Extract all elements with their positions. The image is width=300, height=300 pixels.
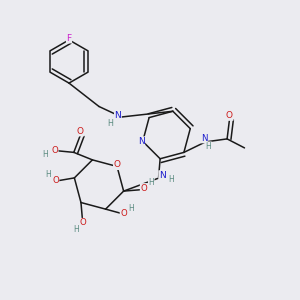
Text: O: O (120, 209, 127, 218)
Text: N: N (115, 111, 121, 120)
Text: N: N (201, 134, 207, 143)
Text: H: H (45, 170, 51, 179)
Text: H: H (107, 119, 113, 128)
Text: O: O (52, 176, 59, 185)
Text: H: H (43, 150, 49, 159)
Text: O: O (51, 146, 58, 155)
Text: N: N (159, 171, 166, 180)
Text: O: O (77, 127, 84, 136)
Text: O: O (140, 184, 147, 193)
Text: O: O (79, 218, 86, 227)
Text: O: O (113, 160, 121, 169)
Text: O: O (226, 111, 233, 120)
Text: H: H (128, 204, 134, 213)
Text: H: H (206, 142, 212, 151)
Text: N: N (138, 137, 145, 146)
Text: H: H (168, 175, 174, 184)
Text: H: H (73, 225, 79, 234)
Text: F: F (66, 34, 72, 43)
Text: H: H (148, 178, 154, 188)
